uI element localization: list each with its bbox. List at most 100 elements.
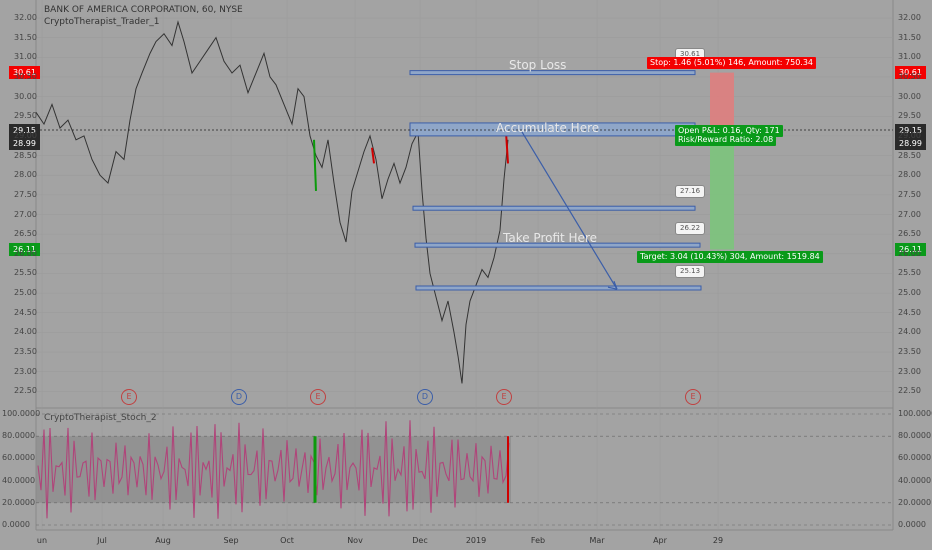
- price-tick-left: 25.00: [14, 288, 37, 298]
- price-tick: 27.50: [898, 189, 921, 199]
- left-target-tag: 26.11: [9, 243, 40, 256]
- right-target-tag: 26.11: [895, 243, 926, 256]
- stop-loss-zone: [409, 70, 696, 76]
- time-tick: 2019: [465, 536, 487, 545]
- price-tick: 23.00: [898, 366, 921, 376]
- oscillator-tick: 60.0000: [898, 453, 932, 463]
- oscillator-title: CryptoTherapist_Stoch_2: [44, 413, 157, 423]
- time-tick: Mar: [589, 536, 605, 545]
- price-tick: 30.00: [898, 91, 921, 101]
- price-tick: 29.50: [898, 111, 921, 121]
- callout-price-1[interactable]: 27.16: [675, 185, 706, 198]
- price-tick: 26.50: [898, 229, 921, 239]
- price-tick-left: 30.00: [14, 91, 37, 101]
- callout-price-3[interactable]: 25.13: [675, 265, 706, 278]
- price-tick-left: 22.50: [14, 386, 37, 396]
- time-tick: un: [36, 536, 48, 545]
- price-tick-left: 28.50: [14, 150, 37, 160]
- price-tick-left: 27.50: [14, 189, 37, 199]
- price-tick: 25.50: [898, 268, 921, 278]
- price-tick-left: 30.50: [14, 71, 37, 81]
- time-tick: 29: [712, 536, 724, 545]
- oscillator-line: [37, 420, 510, 519]
- price-tick-left: 26.50: [14, 229, 37, 239]
- oscillator-tick: 20.0000: [898, 497, 932, 507]
- right-current-tag: 29.15: [895, 124, 926, 137]
- oscillator-tick: 80.0000: [898, 431, 932, 441]
- oscillator-tick-left: 100.0000: [2, 409, 41, 418]
- target-badge: Target: 3.04 (10.43%) 304, Amount: 1519.…: [637, 251, 823, 263]
- projection-arrow: [521, 131, 618, 290]
- price-tick-left: 25.50: [14, 268, 37, 278]
- price-tick-left: 29.50: [14, 111, 37, 121]
- price-tick: 31.00: [898, 52, 921, 62]
- oscillator-tick-left: 40.0000: [2, 475, 36, 485]
- time-tick: Aug: [155, 536, 171, 545]
- time-tick: Dec: [412, 536, 428, 545]
- price-tick: 23.50: [898, 347, 921, 357]
- accumulate-label: Accumulate Here: [496, 121, 600, 135]
- price-tick: 32.00: [898, 13, 921, 22]
- callout-price-2[interactable]: 26.22: [675, 222, 706, 235]
- price-tick: 26.00: [898, 248, 921, 258]
- price-tick: 28.00: [898, 170, 921, 180]
- red-candle-marker: [371, 147, 375, 164]
- price-tick-left: 32.00: [14, 13, 37, 22]
- price-tick: 31.50: [898, 32, 921, 42]
- price-tick: 27.00: [898, 209, 921, 219]
- price-tick-left: 23.00: [14, 366, 37, 376]
- oscillator-tick-left: 0.0000: [2, 520, 30, 529]
- dividend-event-marker[interactable]: D: [231, 389, 247, 405]
- left-current-tag: 29.15: [9, 124, 40, 137]
- stop-badge: Stop: 1.46 (5.01%) 146, Amount: 750.34: [647, 57, 817, 69]
- red-candle-marker: [505, 131, 509, 164]
- oscillator-tick: 40.0000: [898, 475, 932, 485]
- price-tick-left: 31.50: [14, 32, 37, 42]
- earnings-event-marker[interactable]: E: [496, 389, 512, 405]
- time-tick: Jul: [97, 536, 107, 545]
- dividend-event-marker[interactable]: D: [417, 389, 433, 405]
- stop-loss-label: Stop Loss: [509, 58, 567, 72]
- oscillator-tick: 100.0000: [898, 409, 932, 418]
- price-tick: 24.00: [898, 327, 921, 337]
- price-tick: 28.50: [898, 150, 921, 160]
- price-tick: 25.00: [898, 288, 921, 298]
- time-tick: Oct: [280, 536, 294, 545]
- take-profit-label: Take Profit Here: [503, 231, 597, 245]
- price-tick-left: 28.00: [14, 170, 37, 180]
- reward-box: [710, 130, 734, 250]
- right-last-tag: 28.99: [895, 137, 926, 150]
- left-stop-tag: 30.61: [9, 66, 40, 79]
- price-tick: 30.50: [898, 71, 921, 81]
- price-tick-left: 24.00: [14, 327, 37, 337]
- price-tick-left: 29.00: [14, 130, 37, 140]
- oscillator-tick: 0.0000: [898, 520, 926, 529]
- time-tick: Sep: [223, 536, 239, 545]
- earnings-event-marker[interactable]: E: [121, 389, 137, 405]
- right-stop-tag: 30.61: [895, 66, 926, 79]
- risk-reward-badge: Risk/Reward Ratio: 2.08: [675, 134, 777, 146]
- oscillator-tick-left: 20.0000: [2, 497, 36, 507]
- projection-arrowhead: [607, 280, 618, 290]
- price-tick: 29.00: [898, 130, 921, 140]
- price-tick-left: 31.00: [14, 52, 37, 62]
- earnings-event-marker[interactable]: E: [685, 389, 701, 405]
- symbol-title: BANK OF AMERICA CORPORATION, 60, NYSE: [44, 5, 243, 15]
- price-tick-left: 26.00: [14, 248, 37, 258]
- price-line: [35, 20, 509, 384]
- indicator-name: CryptoTherapist_Trader_1: [44, 17, 160, 27]
- risk-box: [710, 72, 734, 131]
- time-tick: Apr: [653, 536, 667, 545]
- oscillator-tick-left: 60.0000: [2, 453, 36, 463]
- time-tick: Nov: [347, 536, 363, 545]
- price-tick-left: 23.50: [14, 347, 37, 357]
- left-last-tag: 28.99: [9, 137, 40, 150]
- price-tick-left: 24.50: [14, 307, 37, 317]
- level-zone-1: [412, 205, 696, 211]
- price-tick: 22.50: [898, 386, 921, 396]
- level-zone-3: [415, 285, 702, 291]
- earnings-event-marker[interactable]: E: [310, 389, 326, 405]
- level-zone-2: [414, 242, 701, 248]
- green-candle-marker: [313, 139, 317, 191]
